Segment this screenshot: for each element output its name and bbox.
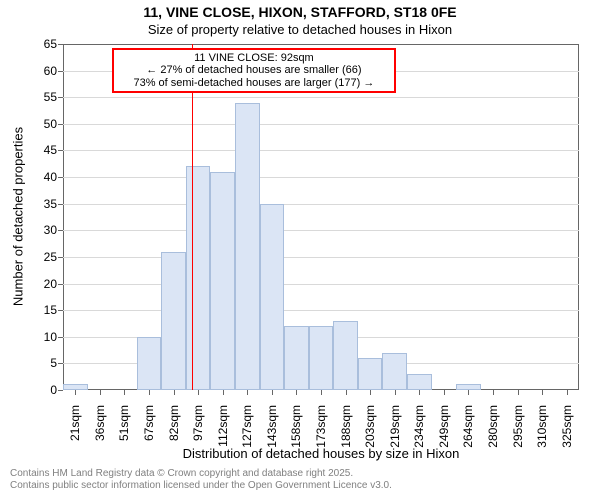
- histogram-bar: [309, 326, 334, 390]
- y-tick-label: 10: [29, 330, 57, 344]
- y-tick-label: 55: [29, 90, 57, 104]
- y-tick-mark: [58, 363, 63, 364]
- y-tick-mark: [58, 97, 63, 98]
- attribution-line-1: Contains HM Land Registry data © Crown c…: [10, 468, 353, 479]
- x-tick-mark: [321, 390, 322, 395]
- x-tick-mark: [542, 390, 543, 395]
- histogram-bar: [137, 337, 162, 390]
- gridline: [63, 230, 579, 231]
- y-tick-label: 60: [29, 64, 57, 78]
- y-tick-label: 50: [29, 117, 57, 131]
- chart-subtitle: Size of property relative to detached ho…: [0, 22, 600, 37]
- x-tick-mark: [468, 390, 469, 395]
- y-tick-label: 15: [29, 303, 57, 317]
- x-tick-mark: [419, 390, 420, 395]
- info-box-line: ← 27% of detached houses are smaller (66…: [114, 64, 394, 77]
- histogram-bar: [382, 353, 407, 390]
- gridline: [63, 150, 579, 151]
- y-axis-label: Number of detached properties: [11, 117, 26, 317]
- y-tick-label: 40: [29, 170, 57, 184]
- y-tick-mark: [58, 257, 63, 258]
- x-tick-mark: [518, 390, 519, 395]
- gridline: [63, 124, 579, 125]
- y-tick-label: 65: [29, 37, 57, 51]
- histogram-bar: [186, 166, 211, 390]
- histogram-bar: [333, 321, 358, 390]
- chart-root: 11, VINE CLOSE, HIXON, STAFFORD, ST18 0F…: [0, 0, 600, 500]
- histogram-bar: [210, 172, 235, 390]
- x-tick-mark: [100, 390, 101, 395]
- chart-title: 11, VINE CLOSE, HIXON, STAFFORD, ST18 0F…: [0, 4, 600, 20]
- y-tick-label: 20: [29, 277, 57, 291]
- y-tick-mark: [58, 390, 63, 391]
- y-tick-mark: [58, 337, 63, 338]
- x-tick-mark: [75, 390, 76, 395]
- x-tick-mark: [174, 390, 175, 395]
- x-tick-mark: [493, 390, 494, 395]
- y-tick-mark: [58, 230, 63, 231]
- y-tick-mark: [58, 150, 63, 151]
- y-tick-mark: [58, 284, 63, 285]
- x-tick-mark: [567, 390, 568, 395]
- gridline: [63, 310, 579, 311]
- x-tick-mark: [272, 390, 273, 395]
- y-tick-mark: [58, 177, 63, 178]
- gridline: [63, 204, 579, 205]
- x-tick-mark: [296, 390, 297, 395]
- x-tick-mark: [198, 390, 199, 395]
- y-tick-mark: [58, 124, 63, 125]
- y-tick-label: 45: [29, 143, 57, 157]
- histogram-bar: [235, 103, 260, 390]
- y-tick-label: 5: [29, 356, 57, 370]
- x-tick-mark: [444, 390, 445, 395]
- info-box-line: 73% of semi-detached houses are larger (…: [114, 77, 394, 90]
- y-tick-mark: [58, 310, 63, 311]
- x-tick-mark: [149, 390, 150, 395]
- y-tick-mark: [58, 71, 63, 72]
- y-tick-label: 0: [29, 383, 57, 397]
- x-tick-mark: [247, 390, 248, 395]
- y-tick-mark: [58, 44, 63, 45]
- y-tick-mark: [58, 204, 63, 205]
- gridline: [63, 97, 579, 98]
- y-tick-label: 35: [29, 197, 57, 211]
- x-tick-mark: [395, 390, 396, 395]
- gridline: [63, 284, 579, 285]
- histogram-bar: [407, 374, 432, 390]
- histogram-bar: [358, 358, 383, 390]
- gridline: [63, 257, 579, 258]
- x-tick-mark: [223, 390, 224, 395]
- x-axis-label: Distribution of detached houses by size …: [63, 446, 579, 461]
- x-tick-mark: [346, 390, 347, 395]
- histogram-bar: [260, 204, 285, 390]
- attribution-line-2: Contains public sector information licen…: [10, 480, 392, 491]
- y-tick-label: 30: [29, 223, 57, 237]
- x-tick-mark: [124, 390, 125, 395]
- gridline: [63, 177, 579, 178]
- x-tick-mark: [370, 390, 371, 395]
- reference-line: [192, 44, 193, 390]
- chart-area: 0510152025303540455055606521sqm36sqm51sq…: [63, 44, 579, 390]
- histogram-bar: [161, 252, 186, 390]
- histogram-bar: [284, 326, 309, 390]
- info-box: 11 VINE CLOSE: 92sqm← 27% of detached ho…: [112, 48, 396, 93]
- y-tick-label: 25: [29, 250, 57, 264]
- info-box-line: 11 VINE CLOSE: 92sqm: [114, 52, 394, 65]
